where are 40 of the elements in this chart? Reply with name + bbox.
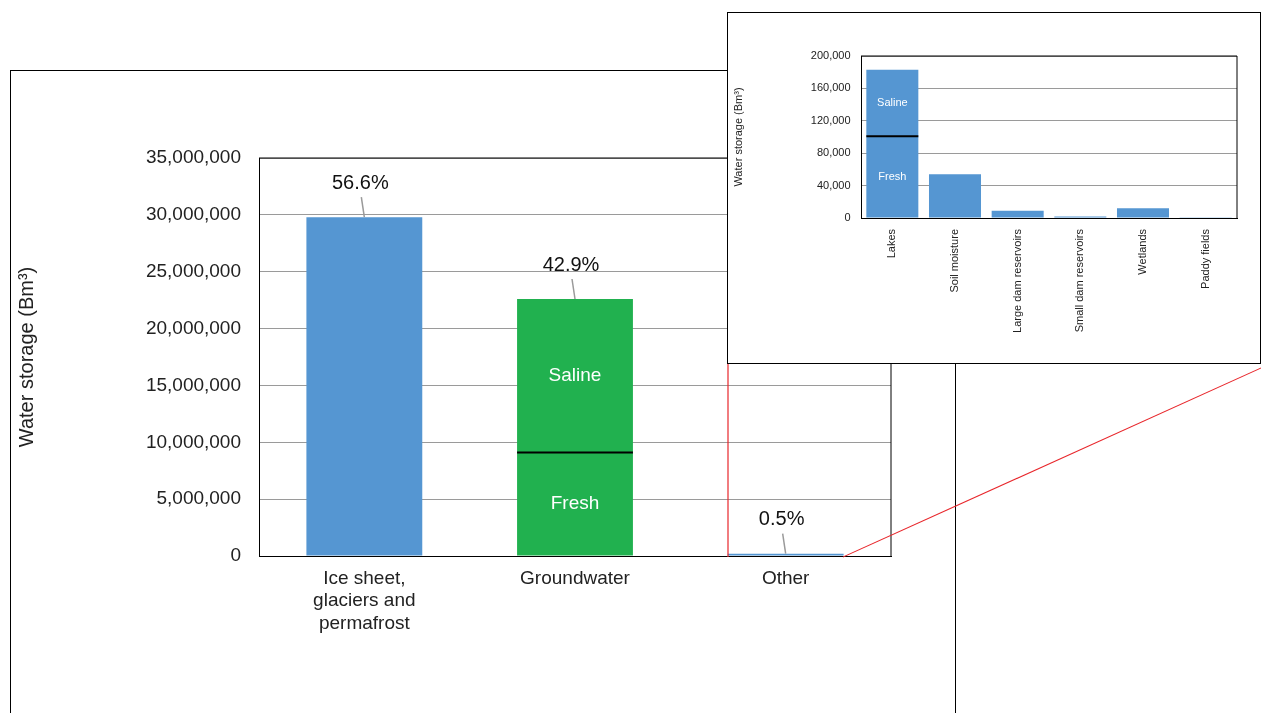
x-tick-label: Lakes [885,228,898,259]
series-label: Fresh [550,492,600,514]
y-tick-label: 30,000,000 [145,203,241,225]
y-tick-label: 10,000,000 [145,430,241,452]
y-tick-label: 0 [230,544,241,566]
y-tick-label: 80,000 [816,146,851,159]
x-tick-label: Ice sheet, glaciers and permafrost [313,566,416,634]
bar [928,174,982,218]
bar [1116,208,1170,218]
annotation: 0.5% [758,507,805,530]
y-tick-label: 35,000,000 [145,146,241,168]
x-tick-label: Other [761,566,811,588]
x-tick-label: Groundwater [520,566,631,588]
y-axis-title: Water storage (Bm³) [731,87,744,187]
x-tick-label: Small dam reservoirs [1073,228,1086,333]
x-tick-label: Wetlands [1136,228,1149,275]
y-tick-label: 25,000,000 [145,259,241,281]
x-tick-label: Large dam reservoirs [1010,228,1023,333]
y-tick-label: 0 [844,211,851,224]
bar [991,210,1044,218]
series-label: Fresh [878,169,907,182]
series-label: Saline [877,96,908,109]
annotation: 42.9% [542,252,600,275]
x-tick-label: Paddy fields [1198,228,1211,289]
y-tick-label: 200,000 [810,49,851,62]
y-tick-label: 20,000,000 [145,316,241,338]
y-tick-label: 120,000 [810,113,851,126]
x-tick-label: Soil moisture [948,229,961,293]
y-tick-label: 40,000 [816,178,851,191]
series-label: Saline [548,364,602,385]
bar [866,136,919,218]
y-tick-label: 5,000,000 [156,487,241,509]
y-tick-label: 160,000 [810,81,851,94]
y-tick-label: 15,000,000 [145,373,241,395]
bar [866,69,919,137]
annotation: 56.6% [331,170,389,193]
bar [517,299,633,453]
bar [306,217,423,556]
y-axis-title: Water storage (Bm³) [14,266,37,448]
bar [517,452,633,556]
